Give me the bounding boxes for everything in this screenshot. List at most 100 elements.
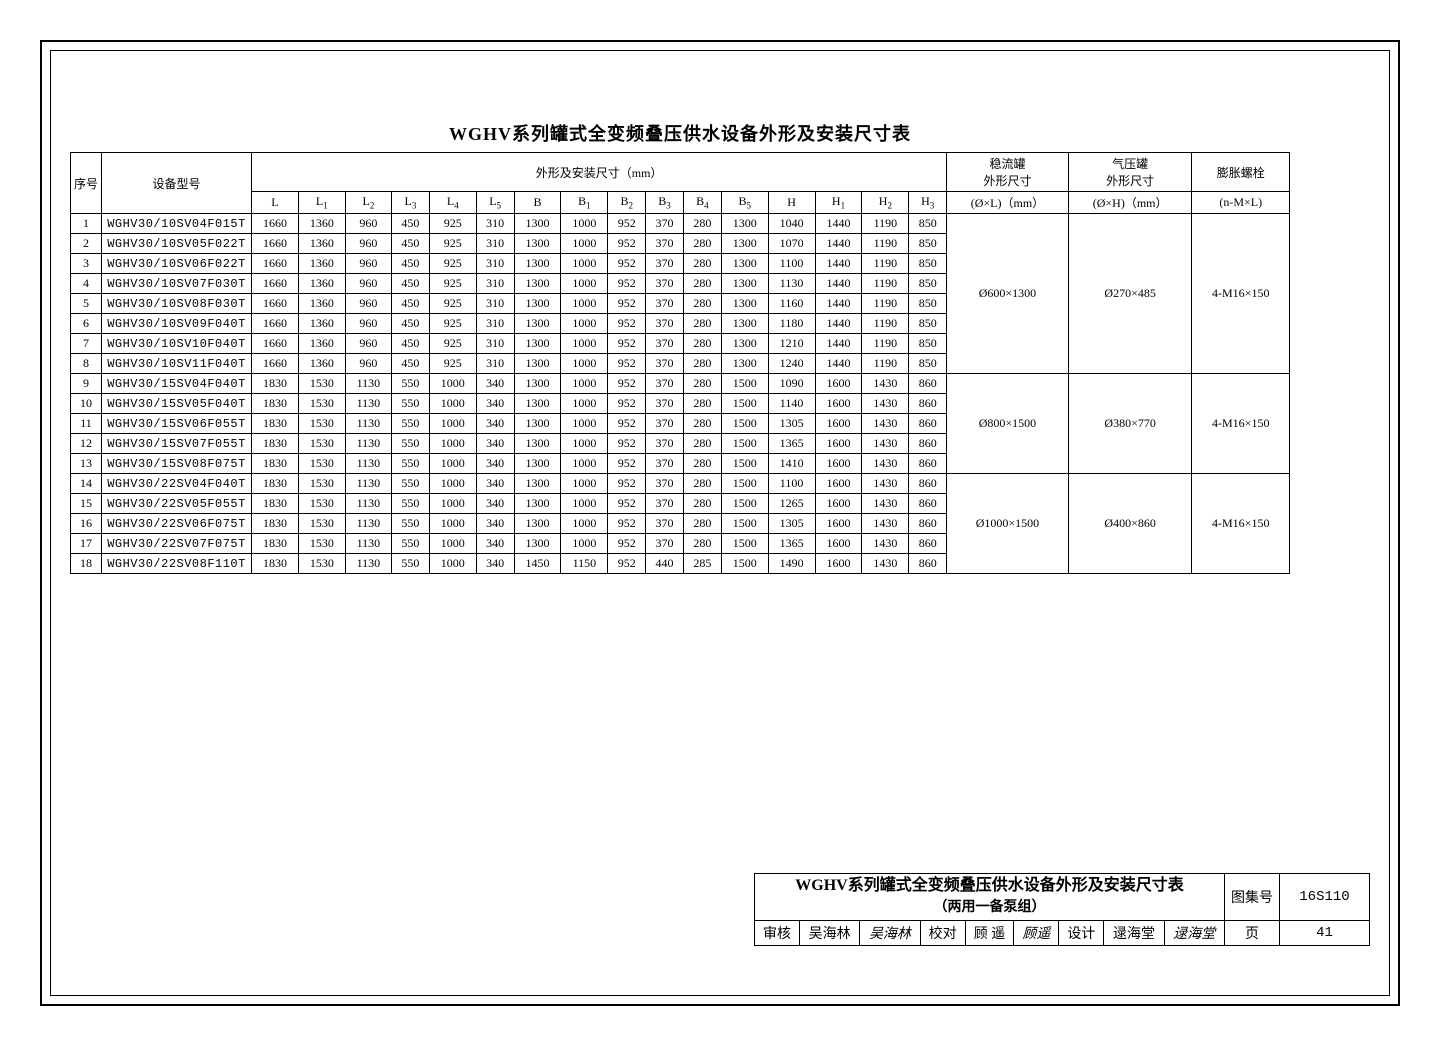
dim-col-0: L xyxy=(252,192,299,214)
cell-dim: 1300 xyxy=(514,314,561,334)
cell-seq: 11 xyxy=(71,414,102,434)
title-block: WGHV系列罐式全变频叠压供水设备外形及安装尺寸表 （两用一备泵组） 图集号 1… xyxy=(754,873,1370,946)
cell-seq: 3 xyxy=(71,254,102,274)
cell-dim: 1660 xyxy=(252,294,299,314)
cell-dim: 1000 xyxy=(429,514,476,534)
cell-seq: 4 xyxy=(71,274,102,294)
cell-dim: 1450 xyxy=(514,554,561,574)
cell-dim: 310 xyxy=(476,274,514,294)
cell-dim: 1660 xyxy=(252,214,299,234)
cell-dim: 450 xyxy=(392,334,430,354)
cell-dim: 1360 xyxy=(298,354,345,374)
cell-dim: 1000 xyxy=(561,294,608,314)
cell-dim: 440 xyxy=(646,554,684,574)
cell-dim: 1100 xyxy=(768,474,815,494)
cell-seq: 8 xyxy=(71,354,102,374)
cell-dim: 960 xyxy=(345,254,391,274)
bolt-unit: (n-M×L) xyxy=(1192,192,1290,214)
cell-dim: 450 xyxy=(392,214,430,234)
cell-dim: 370 xyxy=(646,474,684,494)
cell-dim: 1830 xyxy=(252,394,299,414)
cell-bolt: 4-M16×150 xyxy=(1192,374,1290,474)
cell-dim: 1530 xyxy=(298,454,345,474)
cell-dim: 1530 xyxy=(298,514,345,534)
cell-dim: 450 xyxy=(392,354,430,374)
cell-dim: 1360 xyxy=(298,254,345,274)
cell-dim: 1300 xyxy=(514,354,561,374)
cell-dim: 1500 xyxy=(721,414,768,434)
cell-dim: 1000 xyxy=(429,534,476,554)
table-row: 14WGHV30/22SV04F040T18301530113055010003… xyxy=(71,474,1290,494)
cell-dim: 1000 xyxy=(429,414,476,434)
cell-seq: 9 xyxy=(71,374,102,394)
cell-dim: 1430 xyxy=(862,494,909,514)
cell-stable-tank: Ø600×1300 xyxy=(947,214,1069,374)
cell-dim: 952 xyxy=(608,294,646,314)
cell-dim: 340 xyxy=(476,514,514,534)
cell-dim: 952 xyxy=(608,394,646,414)
cell-dim: 1000 xyxy=(429,434,476,454)
review-name: 吴海林 xyxy=(799,921,859,946)
cell-dim: 952 xyxy=(608,314,646,334)
cell-seq: 1 xyxy=(71,214,102,234)
cell-dim: 1300 xyxy=(514,274,561,294)
design-name: 逯海堂 xyxy=(1104,921,1164,946)
cell-dim: 450 xyxy=(392,274,430,294)
cell-dim: 340 xyxy=(476,474,514,494)
cell-seq: 2 xyxy=(71,234,102,254)
cell-seq: 16 xyxy=(71,514,102,534)
cell-dim: 550 xyxy=(392,454,430,474)
cell-dim: 1000 xyxy=(429,494,476,514)
dim-col-9: B3 xyxy=(646,192,684,214)
cell-dim: 1600 xyxy=(815,454,862,474)
content-area: WGHV系列罐式全变频叠压供水设备外形及安装尺寸表 序号 设备型号 外形及安装尺… xyxy=(70,120,1290,574)
cell-dim: 925 xyxy=(429,234,476,254)
cell-dim: 925 xyxy=(429,314,476,334)
cell-dim: 1440 xyxy=(815,234,862,254)
cell-pressure-tank: Ø380×770 xyxy=(1068,374,1192,474)
cell-dim: 1430 xyxy=(862,474,909,494)
cell-dim: 1830 xyxy=(252,374,299,394)
cell-dim: 1660 xyxy=(252,354,299,374)
cell-dim: 1190 xyxy=(862,314,909,334)
cell-dim: 1130 xyxy=(345,494,391,514)
cell-model: WGHV30/22SV05F055T xyxy=(102,494,252,514)
cell-dim: 1160 xyxy=(768,294,815,314)
cell-dim: 1530 xyxy=(298,474,345,494)
cell-dim: 280 xyxy=(683,314,721,334)
cell-model: WGHV30/10SV05F022T xyxy=(102,234,252,254)
cell-dim: 370 xyxy=(646,514,684,534)
cell-dim: 1365 xyxy=(768,534,815,554)
sub-header-row: LL1L2L3L4L5BB1B2B3B4B5HH1H2H3(Ø×L)（mm）(Ø… xyxy=(71,192,1290,214)
cell-dim: 280 xyxy=(683,394,721,414)
cell-dim: 1300 xyxy=(721,314,768,334)
cell-dim: 1000 xyxy=(429,474,476,494)
cell-model: WGHV30/10SV06F022T xyxy=(102,254,252,274)
cell-dim: 1600 xyxy=(815,394,862,414)
cell-dim: 1660 xyxy=(252,234,299,254)
cell-dim: 340 xyxy=(476,394,514,414)
cell-dim: 310 xyxy=(476,294,514,314)
cell-dim: 1430 xyxy=(862,514,909,534)
cell-dim: 1130 xyxy=(345,414,391,434)
cell-dim: 1130 xyxy=(345,534,391,554)
cell-dim: 370 xyxy=(646,394,684,414)
cell-dim: 1600 xyxy=(815,554,862,574)
cell-dim: 1190 xyxy=(862,334,909,354)
cell-dim: 370 xyxy=(646,534,684,554)
cell-dim: 1300 xyxy=(721,334,768,354)
cell-dim: 952 xyxy=(608,214,646,234)
cell-dim: 1600 xyxy=(815,474,862,494)
cell-dim: 1365 xyxy=(768,434,815,454)
cell-dim: 1300 xyxy=(514,474,561,494)
cell-dim: 1660 xyxy=(252,314,299,334)
cell-dim: 370 xyxy=(646,334,684,354)
cell-dim: 925 xyxy=(429,334,476,354)
cell-model: WGHV30/10SV09F040T xyxy=(102,314,252,334)
cell-stable-tank: Ø800×1500 xyxy=(947,374,1069,474)
titleblock-title-line2: （两用一备泵组） xyxy=(934,900,1046,915)
pressure-tank-unit: (Ø×H)（mm） xyxy=(1068,192,1192,214)
cell-dim: 450 xyxy=(392,254,430,274)
cell-dim: 340 xyxy=(476,374,514,394)
cell-dim: 280 xyxy=(683,454,721,474)
